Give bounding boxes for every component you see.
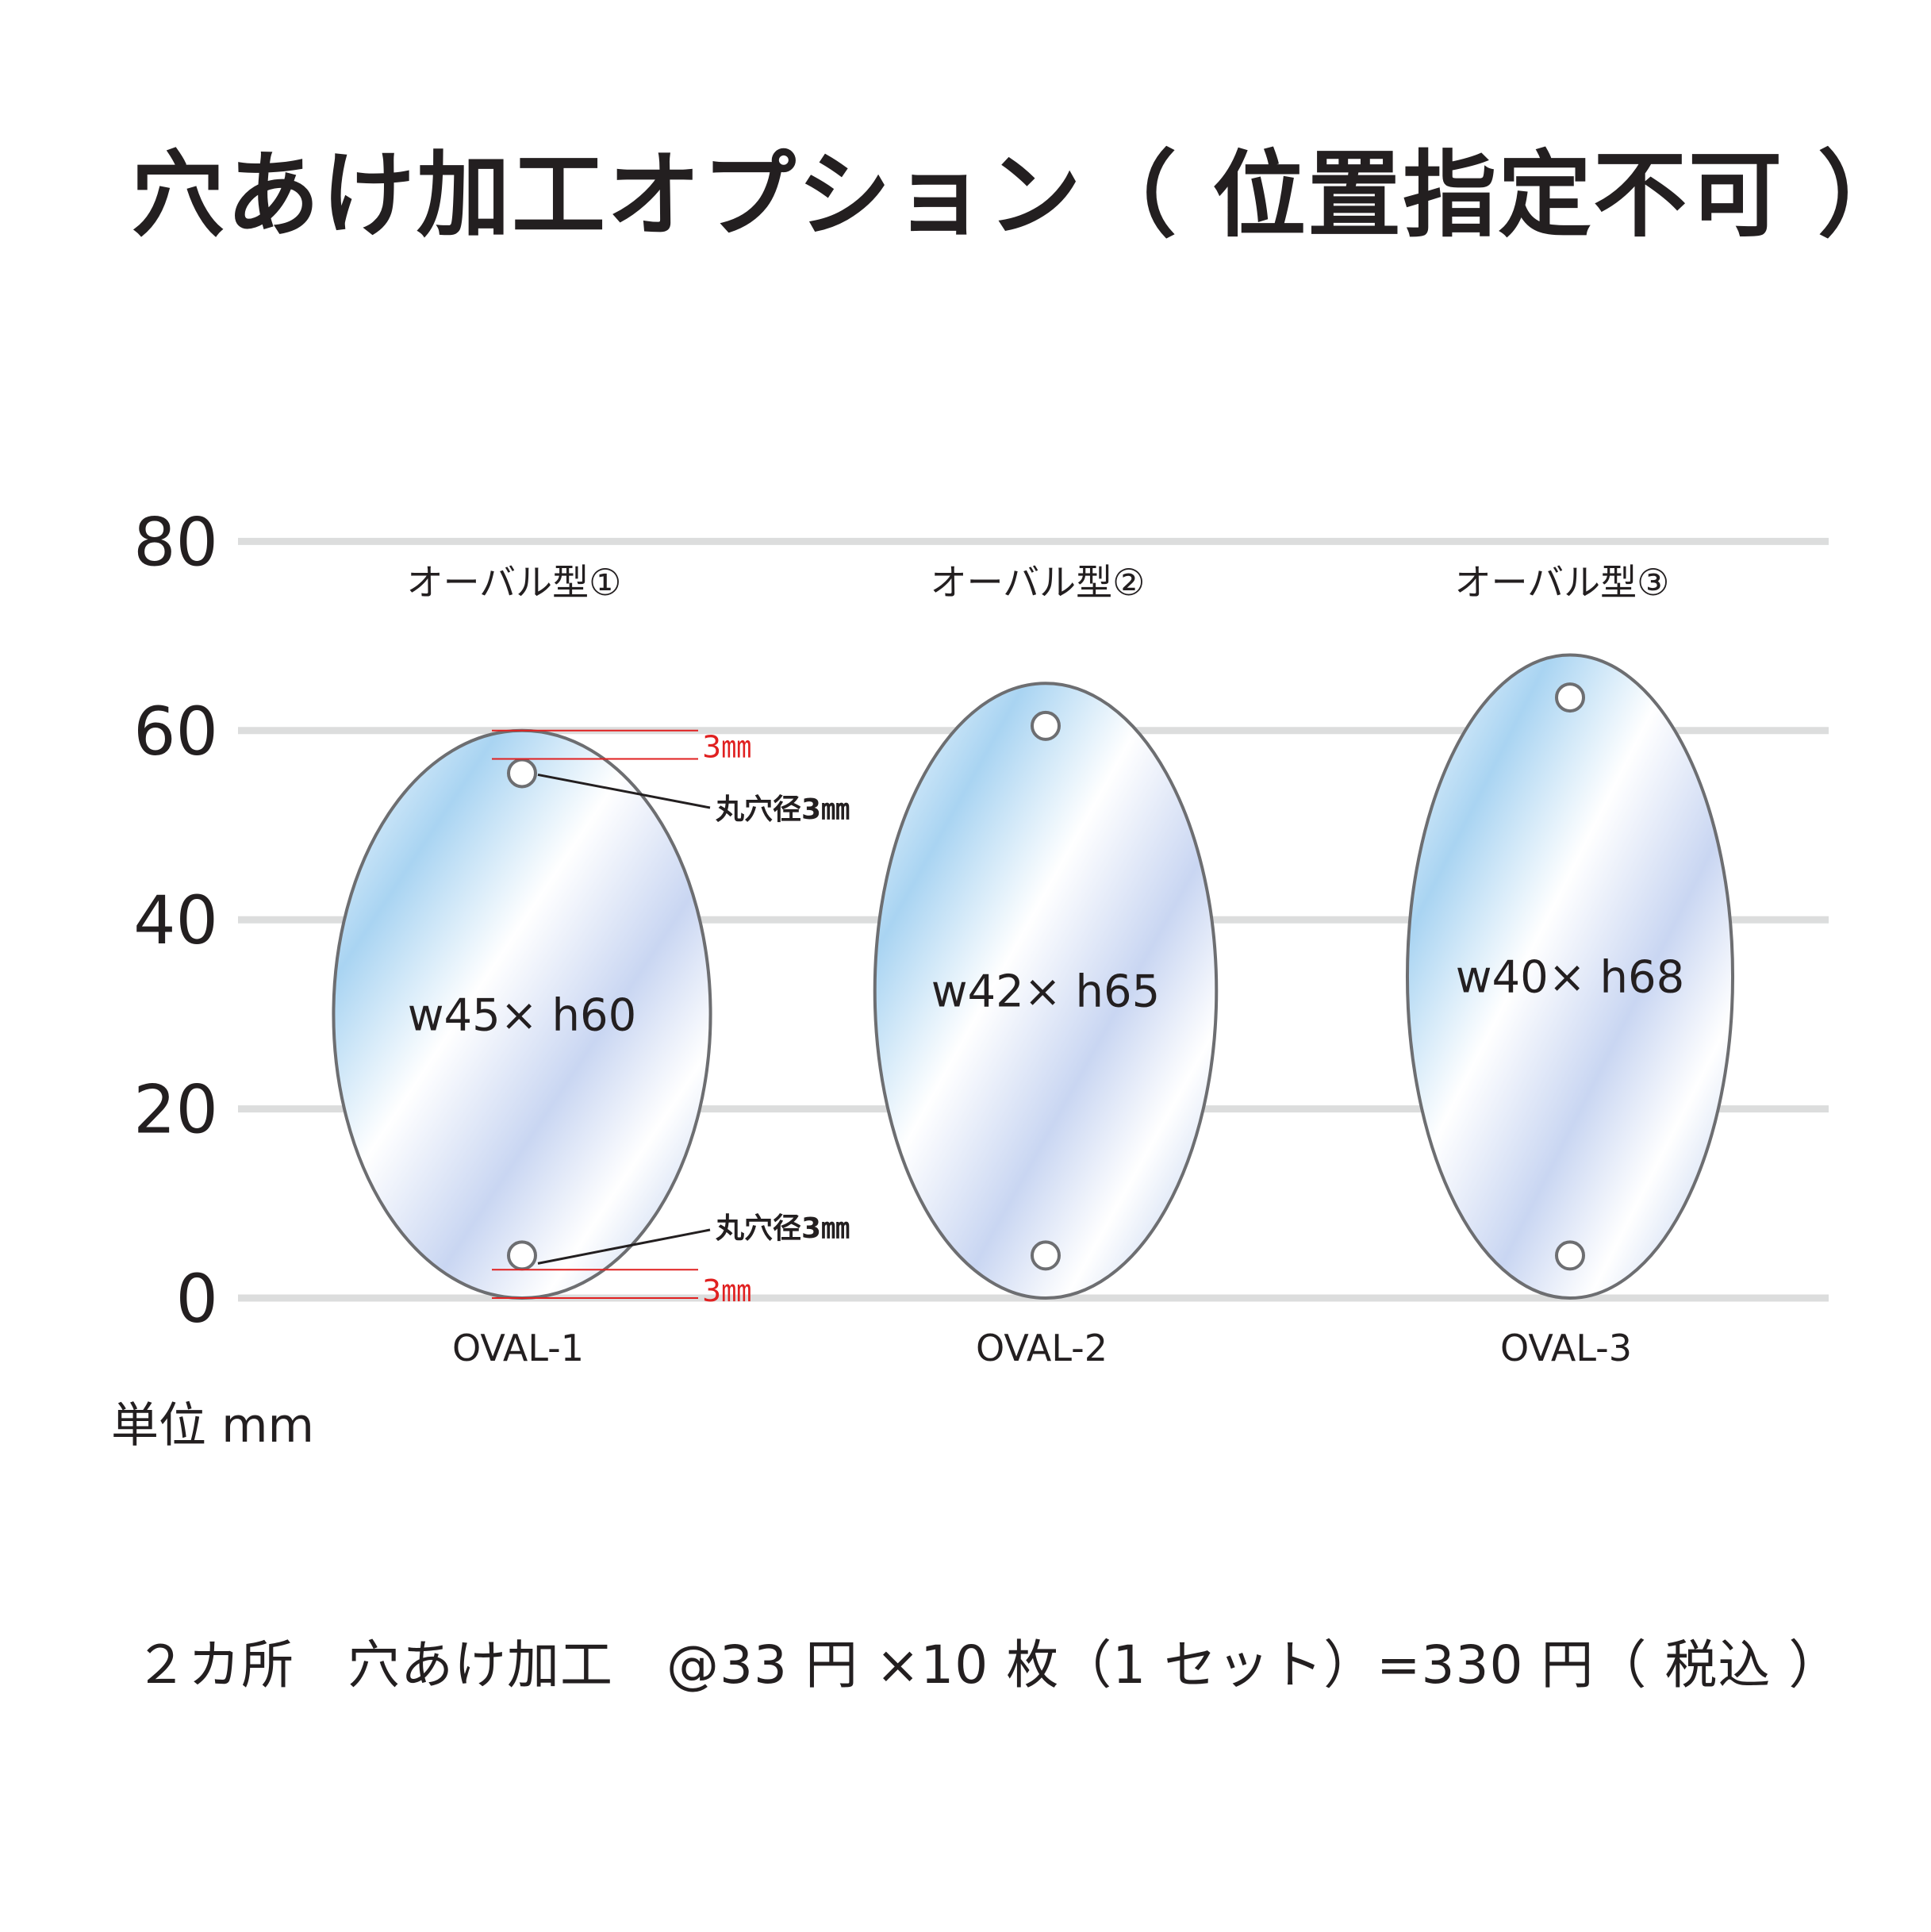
margin-bottom-label: 3㎜ [702, 1273, 751, 1308]
oval-name: オーバル型② [931, 561, 1146, 604]
oval-shapes: w45× h60 オーバル型① OVAL-1 w42× h65 オーバル型② OVAL-2… [332, 561, 1735, 1369]
hole-bottom [1555, 1240, 1585, 1271]
y-axis-ticks: 80 60 40 20 0 [133, 503, 218, 1338]
oval-name: オーバル型③ [1455, 561, 1670, 604]
oval-dimensions: w40× h68 [1456, 952, 1685, 1004]
oval-code: OVAL-3 [1500, 1327, 1632, 1369]
y-tick-label: 20 [133, 1071, 218, 1149]
oval-code: OVAL-1 [452, 1327, 584, 1369]
unit-label: 単位 mm [111, 1398, 314, 1454]
hole-top [1555, 682, 1585, 713]
oval-code: OVAL-2 [976, 1327, 1108, 1369]
oval-dimensions: w45× h60 [408, 989, 637, 1041]
leader-line [537, 1228, 711, 1265]
oval-plate [873, 682, 1219, 1300]
y-tick-label: 40 [133, 881, 218, 959]
hole-bottom [1031, 1240, 1061, 1271]
hole-bottom [507, 1240, 537, 1271]
hole-top [507, 758, 537, 789]
hole-top [1031, 710, 1061, 741]
oval-dimensions: w42× h65 [931, 966, 1161, 1018]
oval-name: オーバル型① [407, 561, 622, 604]
y-tick-label: 60 [133, 693, 218, 770]
oval-plate [1405, 653, 1735, 1300]
y-tick-label: 80 [133, 503, 218, 581]
y-tick-label: 0 [176, 1260, 218, 1338]
margin-top-label: 3㎜ [702, 730, 751, 765]
hole-top-label: 丸穴径3㎜ [715, 793, 850, 826]
leader-line [537, 773, 711, 809]
hole-bottom-label: 丸穴径3㎜ [715, 1212, 850, 1245]
price-note: ２カ所 穴あけ加工 @33 円 ×10 枚（1 セット）=330 円（ 税込 ） [135, 1634, 1842, 1696]
page-title: 穴あけ加工オプション（ 位置指定不可 ） [131, 140, 1914, 250]
